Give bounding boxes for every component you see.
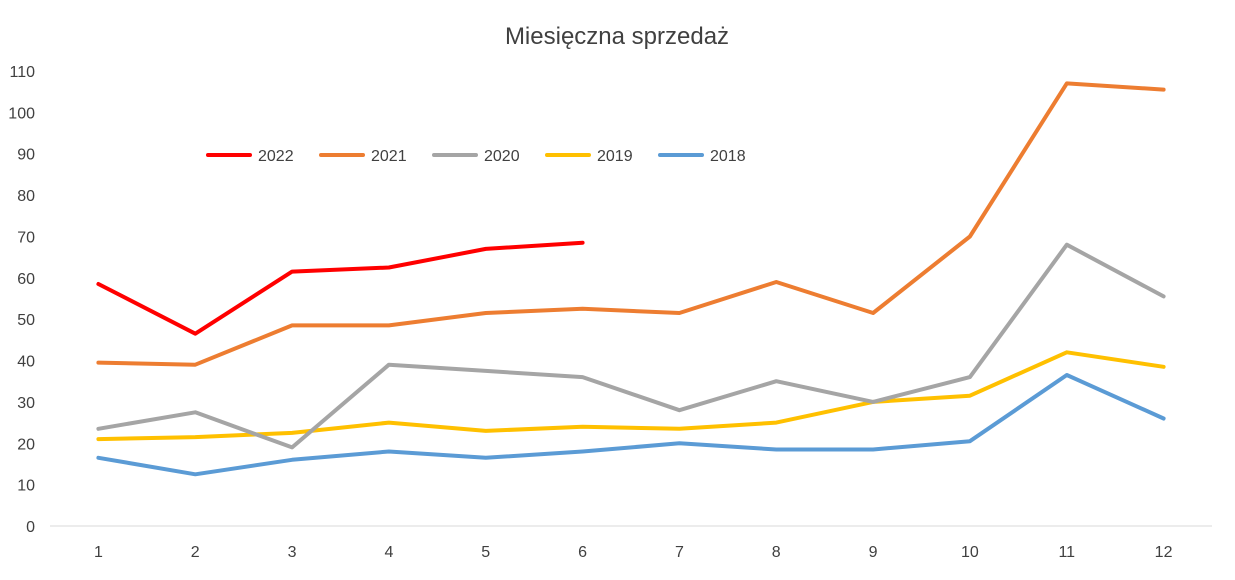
- x-tick-label: 5: [481, 544, 490, 561]
- series-line-2022: [96, 240, 585, 336]
- chart-title: Miesięczna sprzedaż: [505, 23, 729, 50]
- y-tick-label: 90: [17, 147, 35, 164]
- legend-label: 2018: [710, 148, 746, 165]
- legend-label: 2022: [258, 148, 294, 165]
- y-tick-label: 60: [17, 271, 35, 288]
- x-tick-label: 1: [94, 544, 103, 561]
- x-axis-ticks: 1 2 3 4 5 6 7 8 9 10 11 12: [94, 544, 1173, 561]
- x-tick-label: 9: [869, 544, 878, 561]
- x-tick-label: 3: [288, 544, 297, 561]
- x-tick-label: 12: [1155, 544, 1173, 561]
- legend-label: 2019: [597, 148, 633, 165]
- y-tick-label: 80: [17, 188, 35, 205]
- legend-item-2018: 2018: [658, 148, 746, 165]
- legend-label: 2020: [484, 148, 520, 165]
- series-lines: [96, 81, 1166, 477]
- y-tick-label: 30: [17, 395, 35, 412]
- y-tick-label: 0: [26, 519, 35, 536]
- legend: 2022 2021 2020 2019 2018: [206, 148, 746, 165]
- legend-item-2020: 2020: [432, 148, 520, 165]
- series-line-2020: [96, 242, 1166, 450]
- y-tick-label: 100: [8, 105, 35, 122]
- x-tick-label: 11: [1058, 544, 1075, 561]
- legend-item-2019: 2019: [545, 148, 633, 165]
- y-tick-label: 40: [17, 354, 35, 371]
- x-tick-label: 2: [191, 544, 200, 561]
- x-tick-label: 4: [384, 544, 393, 561]
- series-line-2019: [96, 350, 1166, 442]
- x-tick-label: 10: [961, 544, 979, 561]
- x-tick-label: 7: [675, 544, 684, 561]
- legend-label: 2021: [371, 148, 407, 165]
- y-tick-label: 50: [17, 312, 35, 329]
- y-tick-label: 10: [17, 478, 35, 495]
- legend-item-2021: 2021: [319, 148, 407, 165]
- x-tick-label: 8: [772, 544, 781, 561]
- legend-item-2022: 2022: [206, 148, 294, 165]
- y-tick-label: 110: [9, 64, 35, 81]
- series-line-2021: [96, 81, 1166, 367]
- y-tick-label: 70: [17, 229, 35, 246]
- y-tick-label: 20: [17, 436, 35, 453]
- x-tick-label: 6: [578, 544, 587, 561]
- y-axis-ticks: 0 10 20 30 40 50 60 70 80 90 100 110: [8, 64, 35, 536]
- series-line-2018: [96, 373, 1166, 477]
